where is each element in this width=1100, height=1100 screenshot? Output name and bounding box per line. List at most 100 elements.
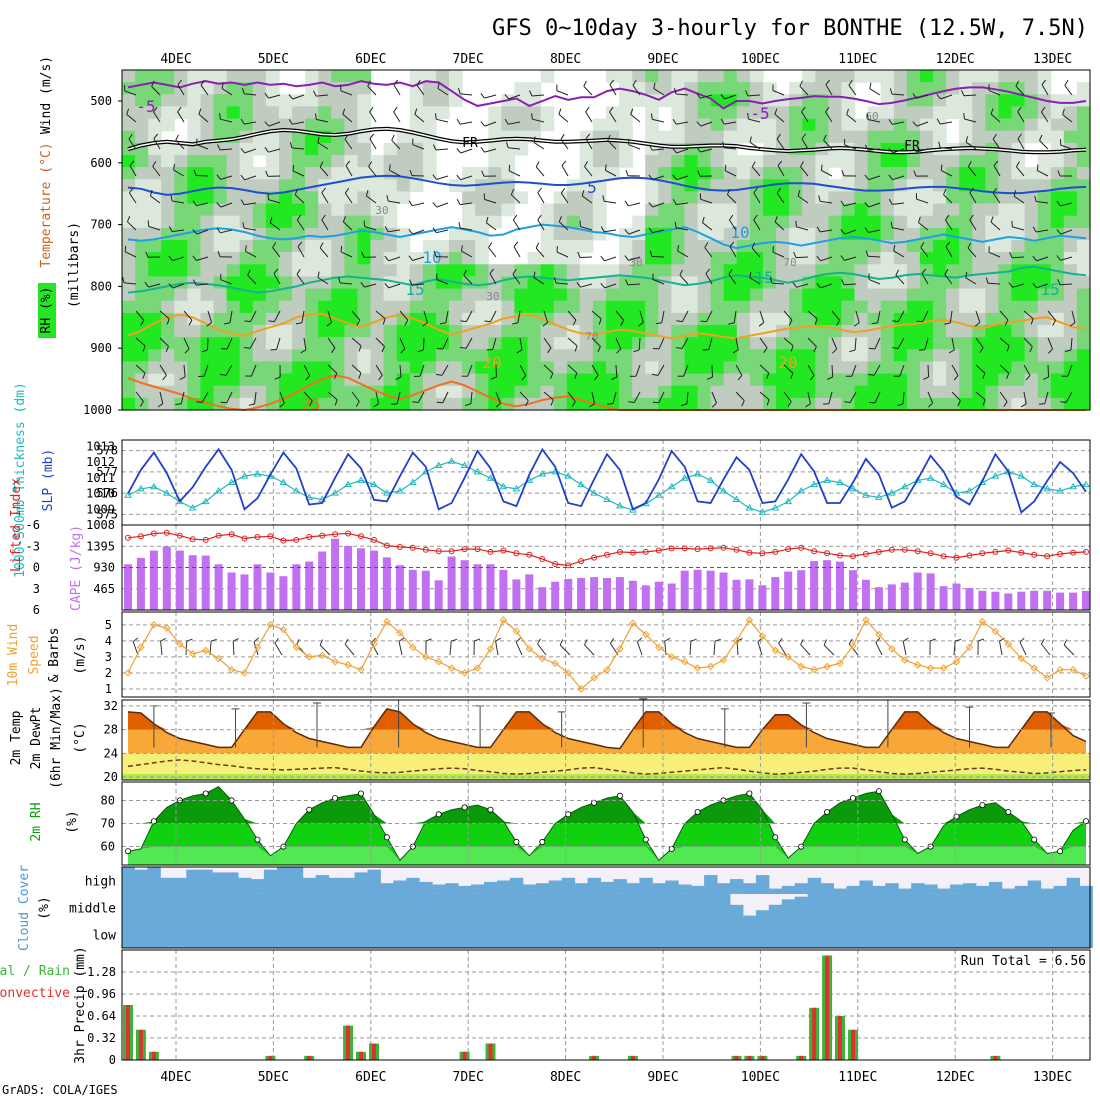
thickness-point [292,487,301,494]
wind-barb [344,134,349,140]
wind-barb [366,195,377,204]
rh-cell [946,397,960,411]
cloud-bar-middle [937,894,951,921]
cape-bar [227,572,236,610]
rh-cell [226,397,241,411]
cloud-bar-middle [186,894,200,921]
cloud-bar-low [911,921,925,948]
rh-cell [252,264,267,277]
rh-cell [645,215,659,229]
wind-barb [193,169,197,176]
rh-cell [632,215,646,229]
rh-cell [802,215,816,229]
rh-cell [658,252,672,265]
wind-speed-point [240,669,249,677]
rh-area-high [128,786,1086,824]
rh-cell [252,300,267,314]
rh-cell [592,288,607,302]
cloud-bar-low [717,921,731,948]
rh-cell [1011,240,1026,253]
precip-convective-bar [268,1055,273,1060]
rh-cell [854,179,869,192]
wind-barb [990,221,1001,231]
wind-barb [766,372,770,379]
rh-cell [579,312,594,326]
rh-cell [318,203,332,217]
rh-cell [331,155,345,168]
rh-cell [1076,215,1091,229]
cape-bar [797,570,806,610]
rh-cell [723,264,738,277]
rh-cell [867,361,882,375]
rh-cell [357,361,372,375]
wind-barb [279,402,285,408]
rh-cell [985,227,1000,241]
wind-barb [382,318,386,325]
wind-barb [591,310,602,320]
isotherm-15 [127,265,1087,294]
rh-cell [239,94,254,107]
rh-cell [344,203,359,217]
wind-barb [207,337,209,351]
rh-cell [449,337,463,350]
rh-cell [972,82,986,95]
thickness-point [1056,487,1064,494]
rh-cell [279,94,293,107]
wind-barb [612,391,617,404]
rh-cell [736,325,751,338]
cloud-bar-low [134,921,148,948]
thickness-point [719,487,728,494]
wind-barb [296,214,302,221]
rh-cell [226,142,241,156]
rh-cell [893,70,908,83]
cloud-bar-low [212,921,226,948]
wind-barb [360,282,365,288]
rh-cell [1050,361,1065,375]
rh-cell [1037,385,1052,399]
wind-barb [196,401,203,403]
wind-barb [248,403,255,406]
rh-cell [933,203,947,217]
rh-cell [1011,167,1026,180]
rh-cell [527,118,542,132]
rh-cell [226,385,241,399]
rh-cell [776,312,790,326]
cloud-bar-high [535,883,550,894]
wind-barb [1059,283,1073,286]
cloud-bar-low [406,921,420,948]
cloud-bar-middle [1040,894,1055,921]
rh-cell [789,179,803,192]
rh-cell [1050,240,1065,253]
rh-cell [187,264,202,277]
rh-cell [972,106,986,120]
rh-cell [213,82,228,95]
rh-cell [815,325,829,338]
wind-barb [409,279,413,286]
rh-cell [514,325,529,338]
wind-barb [990,113,1001,123]
wind-barb [979,347,984,353]
rh-cell [933,155,947,168]
isotherm-freezing-core [127,128,1087,154]
wind-barb [340,282,353,285]
wind-barb [673,88,677,95]
wind-barb [1057,170,1061,177]
lifted-index-point [953,554,960,561]
rh-cell [383,240,398,253]
rh-cell [357,191,372,205]
rh-cell [370,203,385,217]
rh-point [668,845,675,852]
rh-cell [854,276,869,290]
wind-barb [638,337,641,351]
rh-cell [135,191,149,205]
wind-barb [1023,337,1033,347]
rh-cell [553,240,568,253]
wind-barb [216,227,221,234]
millibars-axis-label: (millibars) [67,222,82,308]
rh-cell [462,312,476,326]
wind-barb [579,220,581,227]
rh-cell [409,264,424,277]
wind-barb [301,310,305,323]
rh-cell [122,337,136,350]
wind-barb [533,271,536,278]
